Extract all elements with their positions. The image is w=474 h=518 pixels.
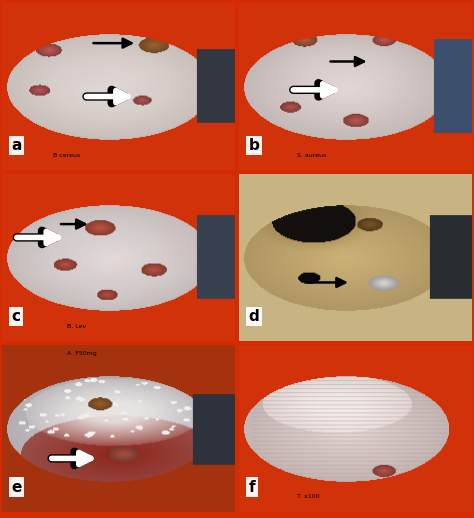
Text: B. Lev: B. Lev — [67, 324, 87, 328]
Text: f: f — [249, 480, 255, 495]
Text: a: a — [12, 138, 22, 153]
Text: b: b — [249, 138, 260, 153]
Text: d: d — [249, 309, 259, 324]
Text: A  F50mg: A F50mg — [67, 351, 97, 356]
Text: B cereus: B cereus — [54, 153, 81, 157]
Text: T. x100: T. x100 — [298, 495, 320, 499]
Text: S. aureus: S. aureus — [298, 153, 327, 157]
Text: e: e — [12, 480, 22, 495]
Text: c: c — [12, 309, 21, 324]
